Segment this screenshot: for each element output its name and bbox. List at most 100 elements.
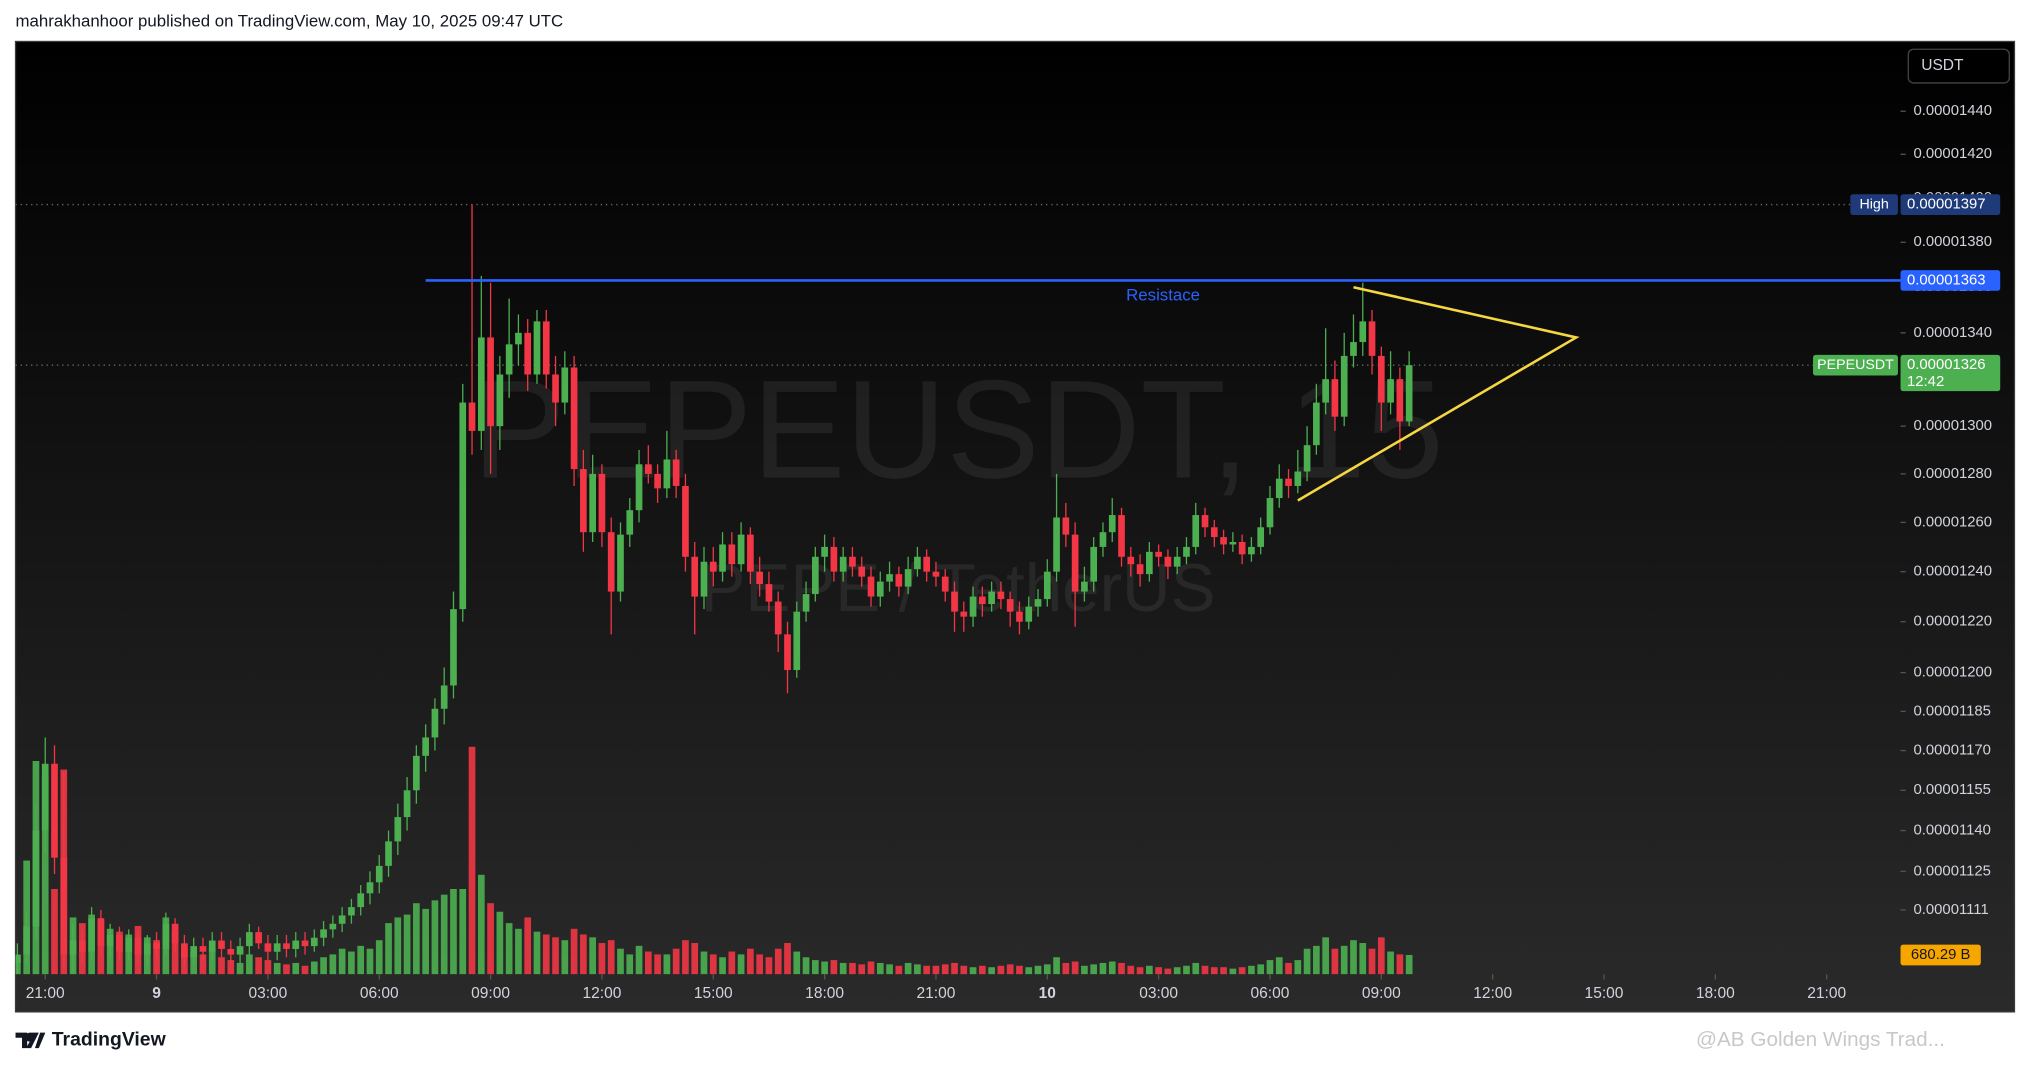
volume-bar — [41, 775, 49, 975]
volume-bar — [1071, 961, 1079, 975]
triangle-pattern — [1297, 285, 1580, 502]
volume-bar — [570, 928, 578, 975]
candle-body — [923, 556, 931, 572]
volume-bar — [1387, 951, 1394, 975]
x-tick-label: 06:00 — [360, 985, 399, 1002]
volume-bar — [208, 948, 216, 975]
candle-body — [1016, 611, 1023, 622]
volume-bar — [1118, 962, 1125, 975]
y-tick-label: 0.00001240 — [1913, 564, 1992, 580]
candle-body — [1201, 515, 1209, 528]
candle-body — [830, 546, 838, 572]
candle-body — [997, 591, 1005, 600]
publish-header: mahrakhanhoor published on TradingView.c… — [16, 11, 564, 30]
volume-bar — [366, 948, 374, 975]
candle-body — [533, 321, 541, 375]
volume-bar — [1220, 967, 1227, 975]
currency-label: USDT — [1921, 57, 1964, 74]
volume-bar — [283, 964, 290, 975]
candle-body — [932, 571, 940, 577]
candle-body — [1303, 445, 1311, 472]
volume-bar — [607, 940, 615, 975]
candle-body — [617, 534, 624, 592]
candle-body — [654, 473, 661, 489]
volume-bar — [15, 957, 21, 975]
volume-bar — [682, 940, 689, 975]
price-label-value: 0.00001397 — [1907, 197, 1986, 213]
candle-body — [969, 596, 977, 617]
candle-body — [505, 344, 513, 375]
currency-button[interactable] — [1907, 48, 2010, 84]
candle-body — [292, 940, 300, 949]
candle-body — [199, 946, 207, 952]
volume-bar — [403, 914, 411, 975]
volume-bar — [1331, 948, 1339, 975]
x-tick-label: 03:00 — [1139, 985, 1178, 1002]
volume-bar — [477, 874, 485, 975]
volume-bar — [385, 923, 392, 975]
candle-body — [1266, 498, 1274, 528]
volume-bar — [793, 951, 801, 975]
volume-bar — [1006, 964, 1014, 975]
candle-body — [468, 402, 476, 431]
x-tick-label: 03:00 — [248, 985, 287, 1002]
volume-bar — [459, 888, 467, 975]
candle-body — [329, 923, 337, 930]
volume-bar — [802, 957, 810, 975]
volume-bar — [227, 960, 235, 975]
volume-bar — [858, 964, 866, 975]
candle-body — [607, 532, 615, 592]
volume-bar — [876, 962, 884, 975]
candle-body — [1127, 556, 1135, 565]
candle-body — [1275, 478, 1283, 499]
brand-name: TradingView — [52, 1029, 167, 1051]
candle-body — [598, 473, 606, 533]
candle-body — [1229, 541, 1237, 545]
candle-body — [1405, 365, 1413, 422]
volume-bar — [552, 937, 559, 975]
y-tick-label: 0.00001260 — [1913, 514, 1992, 530]
volume-bar — [1238, 967, 1246, 975]
candle-body — [876, 581, 884, 597]
candle-body — [181, 943, 188, 958]
candle-body — [394, 817, 402, 842]
candle-body — [663, 459, 671, 489]
volume-bar — [1127, 965, 1135, 975]
candle-body — [1210, 527, 1218, 538]
candle-body — [69, 940, 77, 955]
candle-body — [1081, 581, 1088, 592]
candle-body — [375, 865, 383, 883]
volume-bar — [691, 943, 699, 975]
volume-bar — [292, 962, 300, 975]
candle-body — [895, 574, 903, 587]
volume-bar — [765, 957, 773, 975]
y-tick-label: 0.00001300 — [1913, 418, 1992, 434]
volume-bar — [1201, 965, 1209, 975]
volume-bar — [1034, 965, 1042, 975]
volume-bar — [1275, 957, 1283, 975]
candle-body — [1313, 402, 1320, 446]
volume-bar — [487, 903, 494, 975]
x-tick-label: 21:00 — [917, 985, 956, 1002]
volume-bar — [756, 954, 764, 975]
candle-body — [821, 546, 828, 557]
volume-bar — [886, 964, 893, 975]
candle-body — [366, 882, 374, 894]
candle-body — [700, 561, 708, 597]
candle-body — [914, 556, 921, 570]
candle-body — [589, 473, 596, 533]
volume-bar — [273, 962, 281, 975]
volume-bar — [338, 948, 346, 975]
volume-bar — [1164, 968, 1172, 975]
volume-bar — [357, 945, 365, 975]
candle-body — [1118, 515, 1125, 557]
candle-body — [1220, 537, 1227, 545]
x-tick-label: 15:00 — [1585, 985, 1624, 1002]
candle-body — [41, 763, 49, 831]
volume-bar — [979, 965, 986, 975]
candle-body — [1071, 534, 1079, 592]
volume-bar — [1368, 948, 1376, 975]
